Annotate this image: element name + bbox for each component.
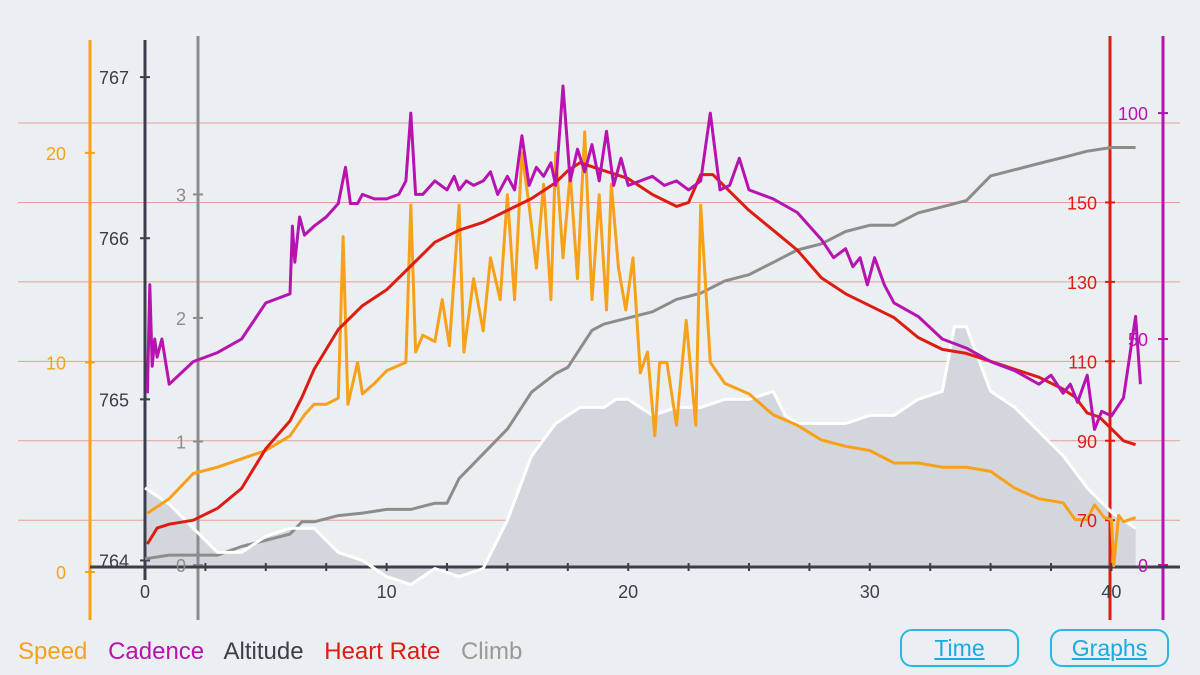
legend-climb: Climb	[461, 638, 522, 665]
x-tick-label-20: 20	[618, 582, 638, 602]
tick-label-speed-0: 0	[56, 563, 66, 583]
tick-label-cadence-100: 100	[1118, 104, 1148, 124]
tick-label-cadence-50: 50	[1128, 330, 1148, 350]
tick-label-heart_rate-110: 110	[1068, 352, 1097, 372]
legend-cadence: Cadence	[108, 638, 204, 665]
tick-label-heart_rate-70: 70	[1077, 511, 1097, 531]
x-tick-label-0: 0	[140, 582, 150, 602]
tick-label-climb-3: 3	[176, 185, 186, 205]
tick-label-heart_rate-130: 130	[1067, 273, 1097, 293]
legend-heart-rate: Heart Rate	[324, 638, 440, 665]
x-tick-label-30: 30	[860, 582, 880, 602]
legend-speed: Speed	[18, 638, 87, 665]
chart: 0102076476576676701237090110130150050100…	[0, 0, 1200, 675]
series-line-cadence	[147, 86, 1140, 429]
x-tick-label-40: 40	[1101, 582, 1121, 602]
tick-label-climb-2: 2	[176, 309, 186, 329]
x-tick-label-10: 10	[377, 582, 397, 602]
tick-label-heart_rate-90: 90	[1077, 432, 1097, 452]
graphs-button[interactable]: Graphs	[1050, 629, 1169, 667]
tick-label-climb-1: 1	[176, 432, 186, 452]
tick-label-cadence-0: 0	[1138, 556, 1148, 576]
tick-label-climb-0: 0	[176, 556, 186, 576]
tick-label-altitude-766: 766	[99, 229, 129, 249]
tick-label-speed-20: 20	[46, 144, 66, 164]
tick-label-altitude-764: 764	[99, 551, 129, 571]
tick-label-altitude-765: 765	[99, 390, 129, 410]
tick-label-heart_rate-150: 150	[1067, 193, 1097, 213]
time-button[interactable]: Time	[900, 629, 1019, 667]
legend-altitude: Altitude	[224, 638, 304, 665]
tick-label-altitude-767: 767	[99, 68, 129, 88]
legend: Speed Cadence Altitude Heart Rate Climb	[18, 638, 536, 666]
tick-label-speed-10: 10	[46, 353, 66, 373]
